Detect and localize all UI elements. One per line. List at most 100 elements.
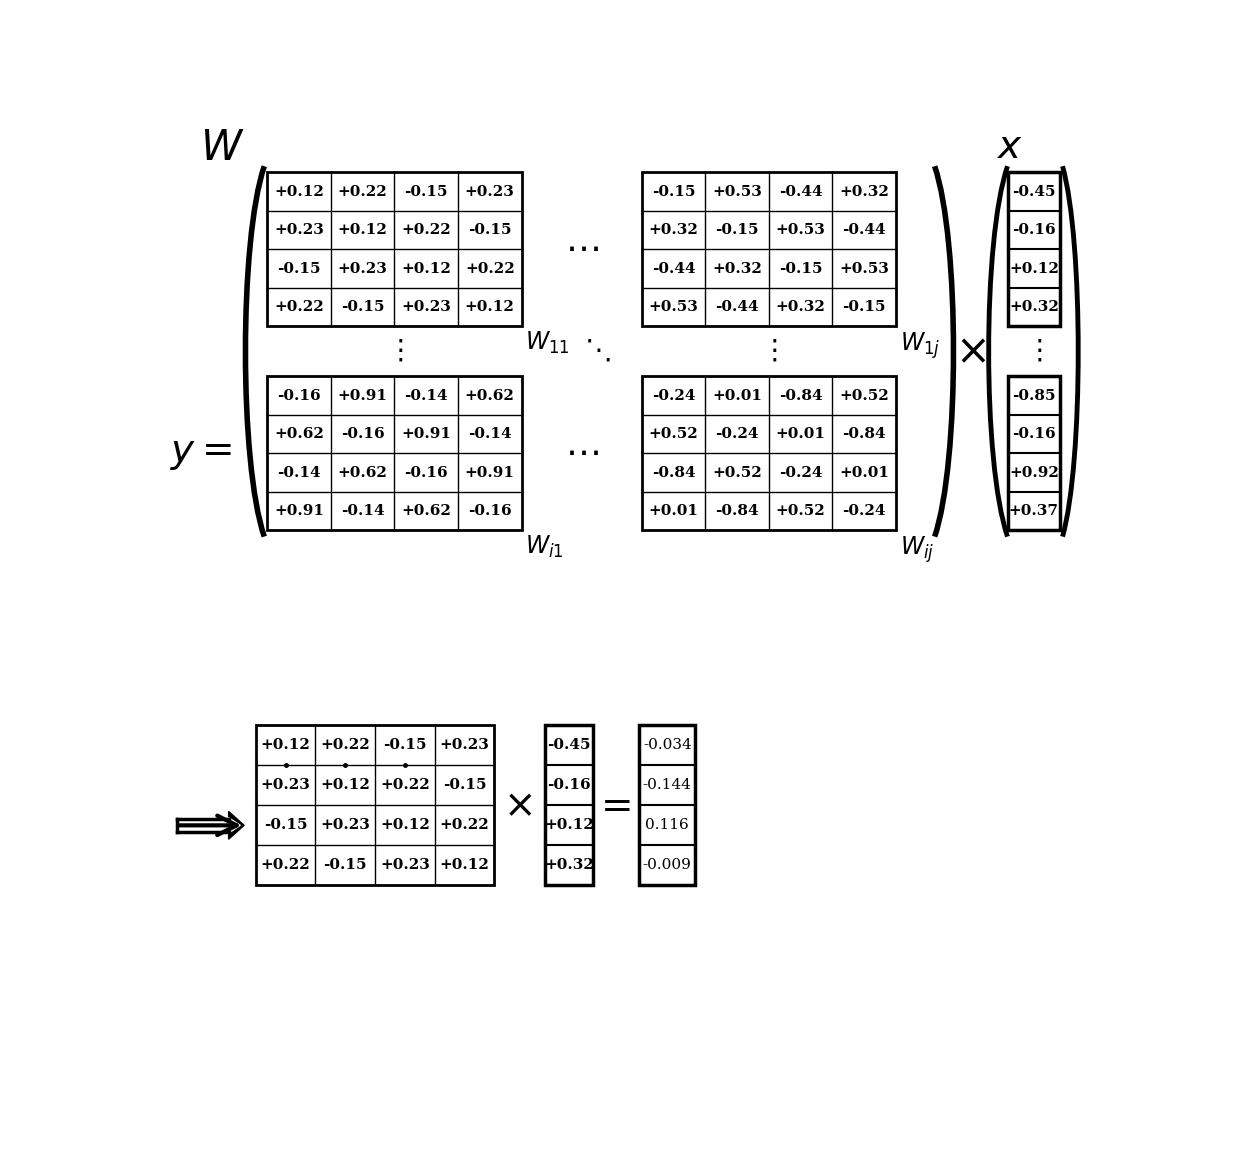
Text: -0.16: -0.16 [1012, 427, 1055, 441]
Text: $\cdots$: $\cdots$ [564, 436, 599, 470]
Text: $\vdots$: $\vdots$ [760, 338, 777, 365]
Text: $W_{11}$: $W_{11}$ [526, 330, 570, 356]
Text: $\vdots$: $\vdots$ [386, 338, 403, 365]
Text: +0.91: +0.91 [274, 504, 324, 518]
Text: -0.44: -0.44 [715, 300, 759, 314]
Text: -0.15: -0.15 [324, 859, 367, 873]
Text: -0.15: -0.15 [264, 818, 308, 832]
Text: +0.23: +0.23 [465, 184, 515, 198]
Text: +0.52: +0.52 [776, 504, 826, 518]
Text: +0.12: +0.12 [1009, 261, 1059, 275]
Text: +0.62: +0.62 [337, 466, 388, 480]
Text: $W_{ij}$: $W_{ij}$ [900, 534, 934, 565]
Bar [255, 725, 495, 886]
Text: -0.44: -0.44 [842, 223, 885, 237]
Text: +0.12: +0.12 [465, 300, 515, 314]
Text: +0.62: +0.62 [274, 427, 324, 441]
Text: +0.91: +0.91 [337, 389, 388, 403]
Polygon shape [228, 818, 241, 833]
Text: +0.32: +0.32 [544, 859, 594, 873]
Bar [642, 173, 895, 327]
Text: +0.37: +0.37 [1009, 504, 1059, 518]
Text: +0.01: +0.01 [649, 504, 698, 518]
Text: $W$: $W$ [200, 126, 244, 168]
Text: +0.01: +0.01 [775, 427, 826, 441]
Text: -0.44: -0.44 [652, 261, 696, 275]
Text: +0.22: +0.22 [260, 859, 310, 873]
Text: -0.16: -0.16 [404, 466, 448, 480]
Text: $\cdots$: $\cdots$ [564, 232, 599, 266]
Text: -0.15: -0.15 [779, 261, 822, 275]
Text: +0.23: +0.23 [274, 223, 324, 237]
Text: +0.12: +0.12 [379, 818, 430, 832]
Text: +0.22: +0.22 [440, 818, 490, 832]
Text: -0.84: -0.84 [652, 466, 696, 480]
Text: -0.84: -0.84 [715, 504, 759, 518]
Text: $W_{1j}$: $W_{1j}$ [900, 330, 940, 361]
Text: $\vdots$: $\vdots$ [1025, 338, 1043, 365]
Text: +0.23: +0.23 [402, 300, 451, 314]
Text: -0.16: -0.16 [547, 778, 590, 792]
Text: +0.22: +0.22 [320, 739, 370, 753]
Text: +0.53: +0.53 [776, 223, 826, 237]
Text: +0.91: +0.91 [402, 427, 451, 441]
Text: +0.22: +0.22 [274, 300, 324, 314]
Text: -0.14: -0.14 [467, 427, 512, 441]
Text: +0.23: +0.23 [337, 261, 388, 275]
Text: -0.15: -0.15 [404, 184, 448, 198]
Text: -0.24: -0.24 [652, 389, 696, 403]
Text: +0.53: +0.53 [712, 184, 761, 198]
Text: +0.92: +0.92 [1009, 466, 1059, 480]
Text: +0.22: +0.22 [402, 223, 451, 237]
Text: -0.14: -0.14 [341, 504, 384, 518]
Bar [1007, 377, 1060, 531]
Text: $x$: $x$ [996, 128, 1022, 166]
Text: +0.32: +0.32 [839, 184, 889, 198]
Text: -0.15: -0.15 [467, 223, 512, 237]
Text: +0.32: +0.32 [776, 300, 826, 314]
Text: +0.32: +0.32 [649, 223, 698, 237]
Text: $W_{i1}$: $W_{i1}$ [526, 534, 564, 560]
Text: $\times$: $\times$ [503, 787, 532, 824]
Text: -0.84: -0.84 [842, 427, 885, 441]
Text: -0.14: -0.14 [278, 466, 321, 480]
Text: -0.16: -0.16 [278, 389, 321, 403]
Bar [544, 725, 593, 886]
Text: -0.85: -0.85 [1012, 389, 1055, 403]
Text: -0.16: -0.16 [1012, 223, 1055, 237]
Text: -0.15: -0.15 [715, 223, 759, 237]
Bar [268, 377, 522, 531]
Text: +0.12: +0.12 [320, 778, 371, 792]
Text: +0.52: +0.52 [649, 427, 698, 441]
Text: -0.144: -0.144 [642, 778, 692, 792]
Text: +0.52: +0.52 [712, 466, 761, 480]
Text: +0.32: +0.32 [712, 261, 761, 275]
Text: -0.16: -0.16 [341, 427, 384, 441]
Text: -0.45: -0.45 [547, 739, 590, 753]
Text: +0.12: +0.12 [544, 818, 594, 832]
Text: +0.22: +0.22 [381, 778, 430, 792]
Text: -0.24: -0.24 [842, 504, 885, 518]
Text: +0.53: +0.53 [649, 300, 698, 314]
Text: -0.15: -0.15 [278, 261, 321, 275]
Text: +0.52: +0.52 [839, 389, 889, 403]
Text: +0.62: +0.62 [465, 389, 515, 403]
Text: -0.16: -0.16 [467, 504, 512, 518]
Text: +0.91: +0.91 [465, 466, 515, 480]
Text: -0.15: -0.15 [383, 739, 427, 753]
Text: +0.12: +0.12 [337, 223, 388, 237]
Text: -0.15: -0.15 [652, 184, 696, 198]
Text: +0.32: +0.32 [1009, 300, 1059, 314]
Text: +0.23: +0.23 [260, 778, 310, 792]
Text: -0.84: -0.84 [779, 389, 822, 403]
Text: +0.23: +0.23 [320, 818, 371, 832]
Bar [1007, 173, 1060, 327]
Text: +0.22: +0.22 [465, 261, 515, 275]
Text: -0.24: -0.24 [779, 466, 822, 480]
Text: -0.034: -0.034 [642, 739, 692, 753]
Text: +0.62: +0.62 [402, 504, 451, 518]
Bar [640, 725, 696, 886]
Bar [268, 173, 522, 327]
Text: -0.14: -0.14 [404, 389, 448, 403]
Text: -0.44: -0.44 [779, 184, 822, 198]
